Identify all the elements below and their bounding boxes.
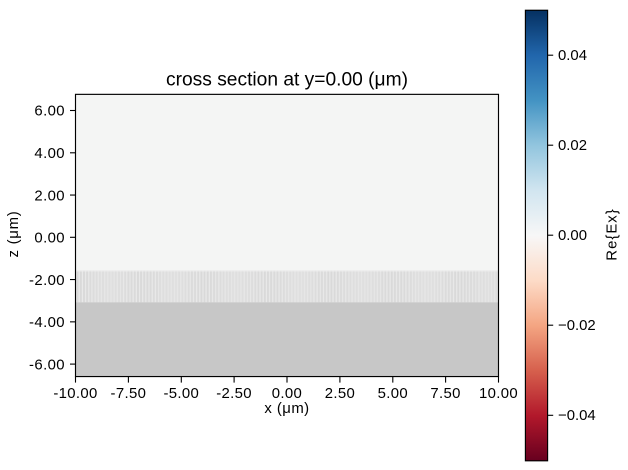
- svg-text:−0.04: −0.04: [558, 408, 596, 424]
- svg-text:Re{Ex}: Re{Ex}: [605, 208, 621, 260]
- svg-text:x (μm): x (μm): [264, 401, 309, 417]
- svg-text:7.50: 7.50: [430, 386, 460, 402]
- svg-text:-5.00: -5.00: [163, 386, 199, 402]
- svg-text:-2.50: -2.50: [216, 386, 252, 402]
- svg-text:2.00: 2.00: [34, 188, 65, 204]
- svg-text:−0.02: −0.02: [558, 318, 596, 334]
- svg-text:4.00: 4.00: [34, 146, 65, 162]
- svg-text:6.00: 6.00: [34, 104, 65, 120]
- svg-text:0.04: 0.04: [558, 48, 587, 64]
- svg-text:0.00: 0.00: [272, 386, 302, 402]
- svg-text:0.02: 0.02: [558, 138, 587, 154]
- svg-text:-2.00: -2.00: [29, 273, 65, 289]
- svg-text:0.00: 0.00: [558, 228, 587, 244]
- svg-text:-6.00: -6.00: [29, 357, 65, 373]
- svg-text:-7.50: -7.50: [111, 386, 147, 402]
- svg-text:cross section at y=0.00 (μm): cross section at y=0.00 (μm): [166, 70, 408, 91]
- svg-text:5.00: 5.00: [378, 386, 408, 402]
- svg-text:10.00: 10.00: [479, 386, 518, 402]
- svg-text:-4.00: -4.00: [29, 315, 65, 331]
- svg-text:-10.00: -10.00: [53, 386, 97, 402]
- svg-text:0.00: 0.00: [34, 231, 65, 247]
- svg-text:z (μm): z (μm): [6, 211, 22, 258]
- svg-text:2.50: 2.50: [325, 386, 355, 402]
